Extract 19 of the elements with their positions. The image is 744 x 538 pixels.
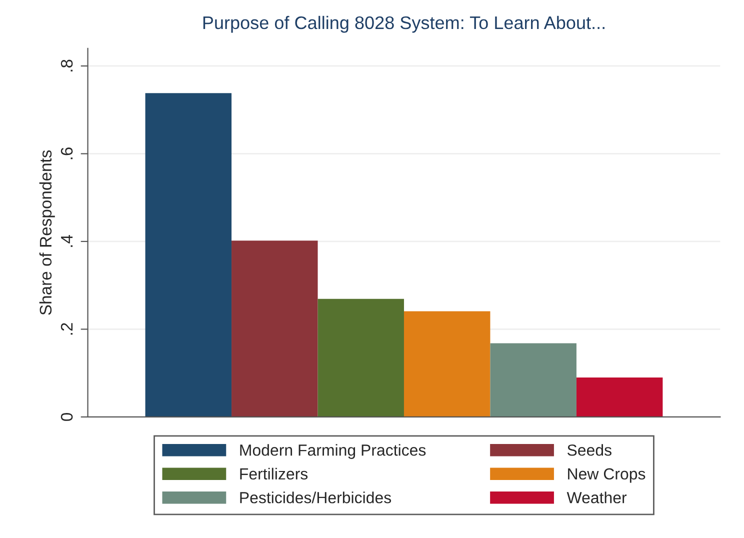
legend-label: Weather xyxy=(566,492,627,504)
legend-label: Modern Farming Practices xyxy=(240,444,426,459)
bar xyxy=(490,343,576,417)
y-tick-label: .8 xyxy=(60,60,73,72)
bar xyxy=(404,311,490,417)
bar xyxy=(232,240,318,417)
legend-label: Seeds xyxy=(567,444,612,456)
y-tick-label: .2 xyxy=(60,323,73,335)
legend-label: New Crops xyxy=(568,468,646,483)
legend-label: Fertilizers xyxy=(240,468,308,480)
legend-label: Pesticides/Herbicides xyxy=(240,492,392,504)
y-axis-title: Share of Respondents xyxy=(39,150,55,315)
y-tick-label: .6 xyxy=(60,147,73,160)
chart-title: Purpose of Calling 8028 System: To Learn About... xyxy=(203,16,604,33)
bar xyxy=(318,298,404,417)
bar xyxy=(576,377,663,417)
y-tick-label: 0 xyxy=(60,412,73,421)
y-tick-label: .4 xyxy=(61,234,73,247)
bar xyxy=(145,93,232,417)
